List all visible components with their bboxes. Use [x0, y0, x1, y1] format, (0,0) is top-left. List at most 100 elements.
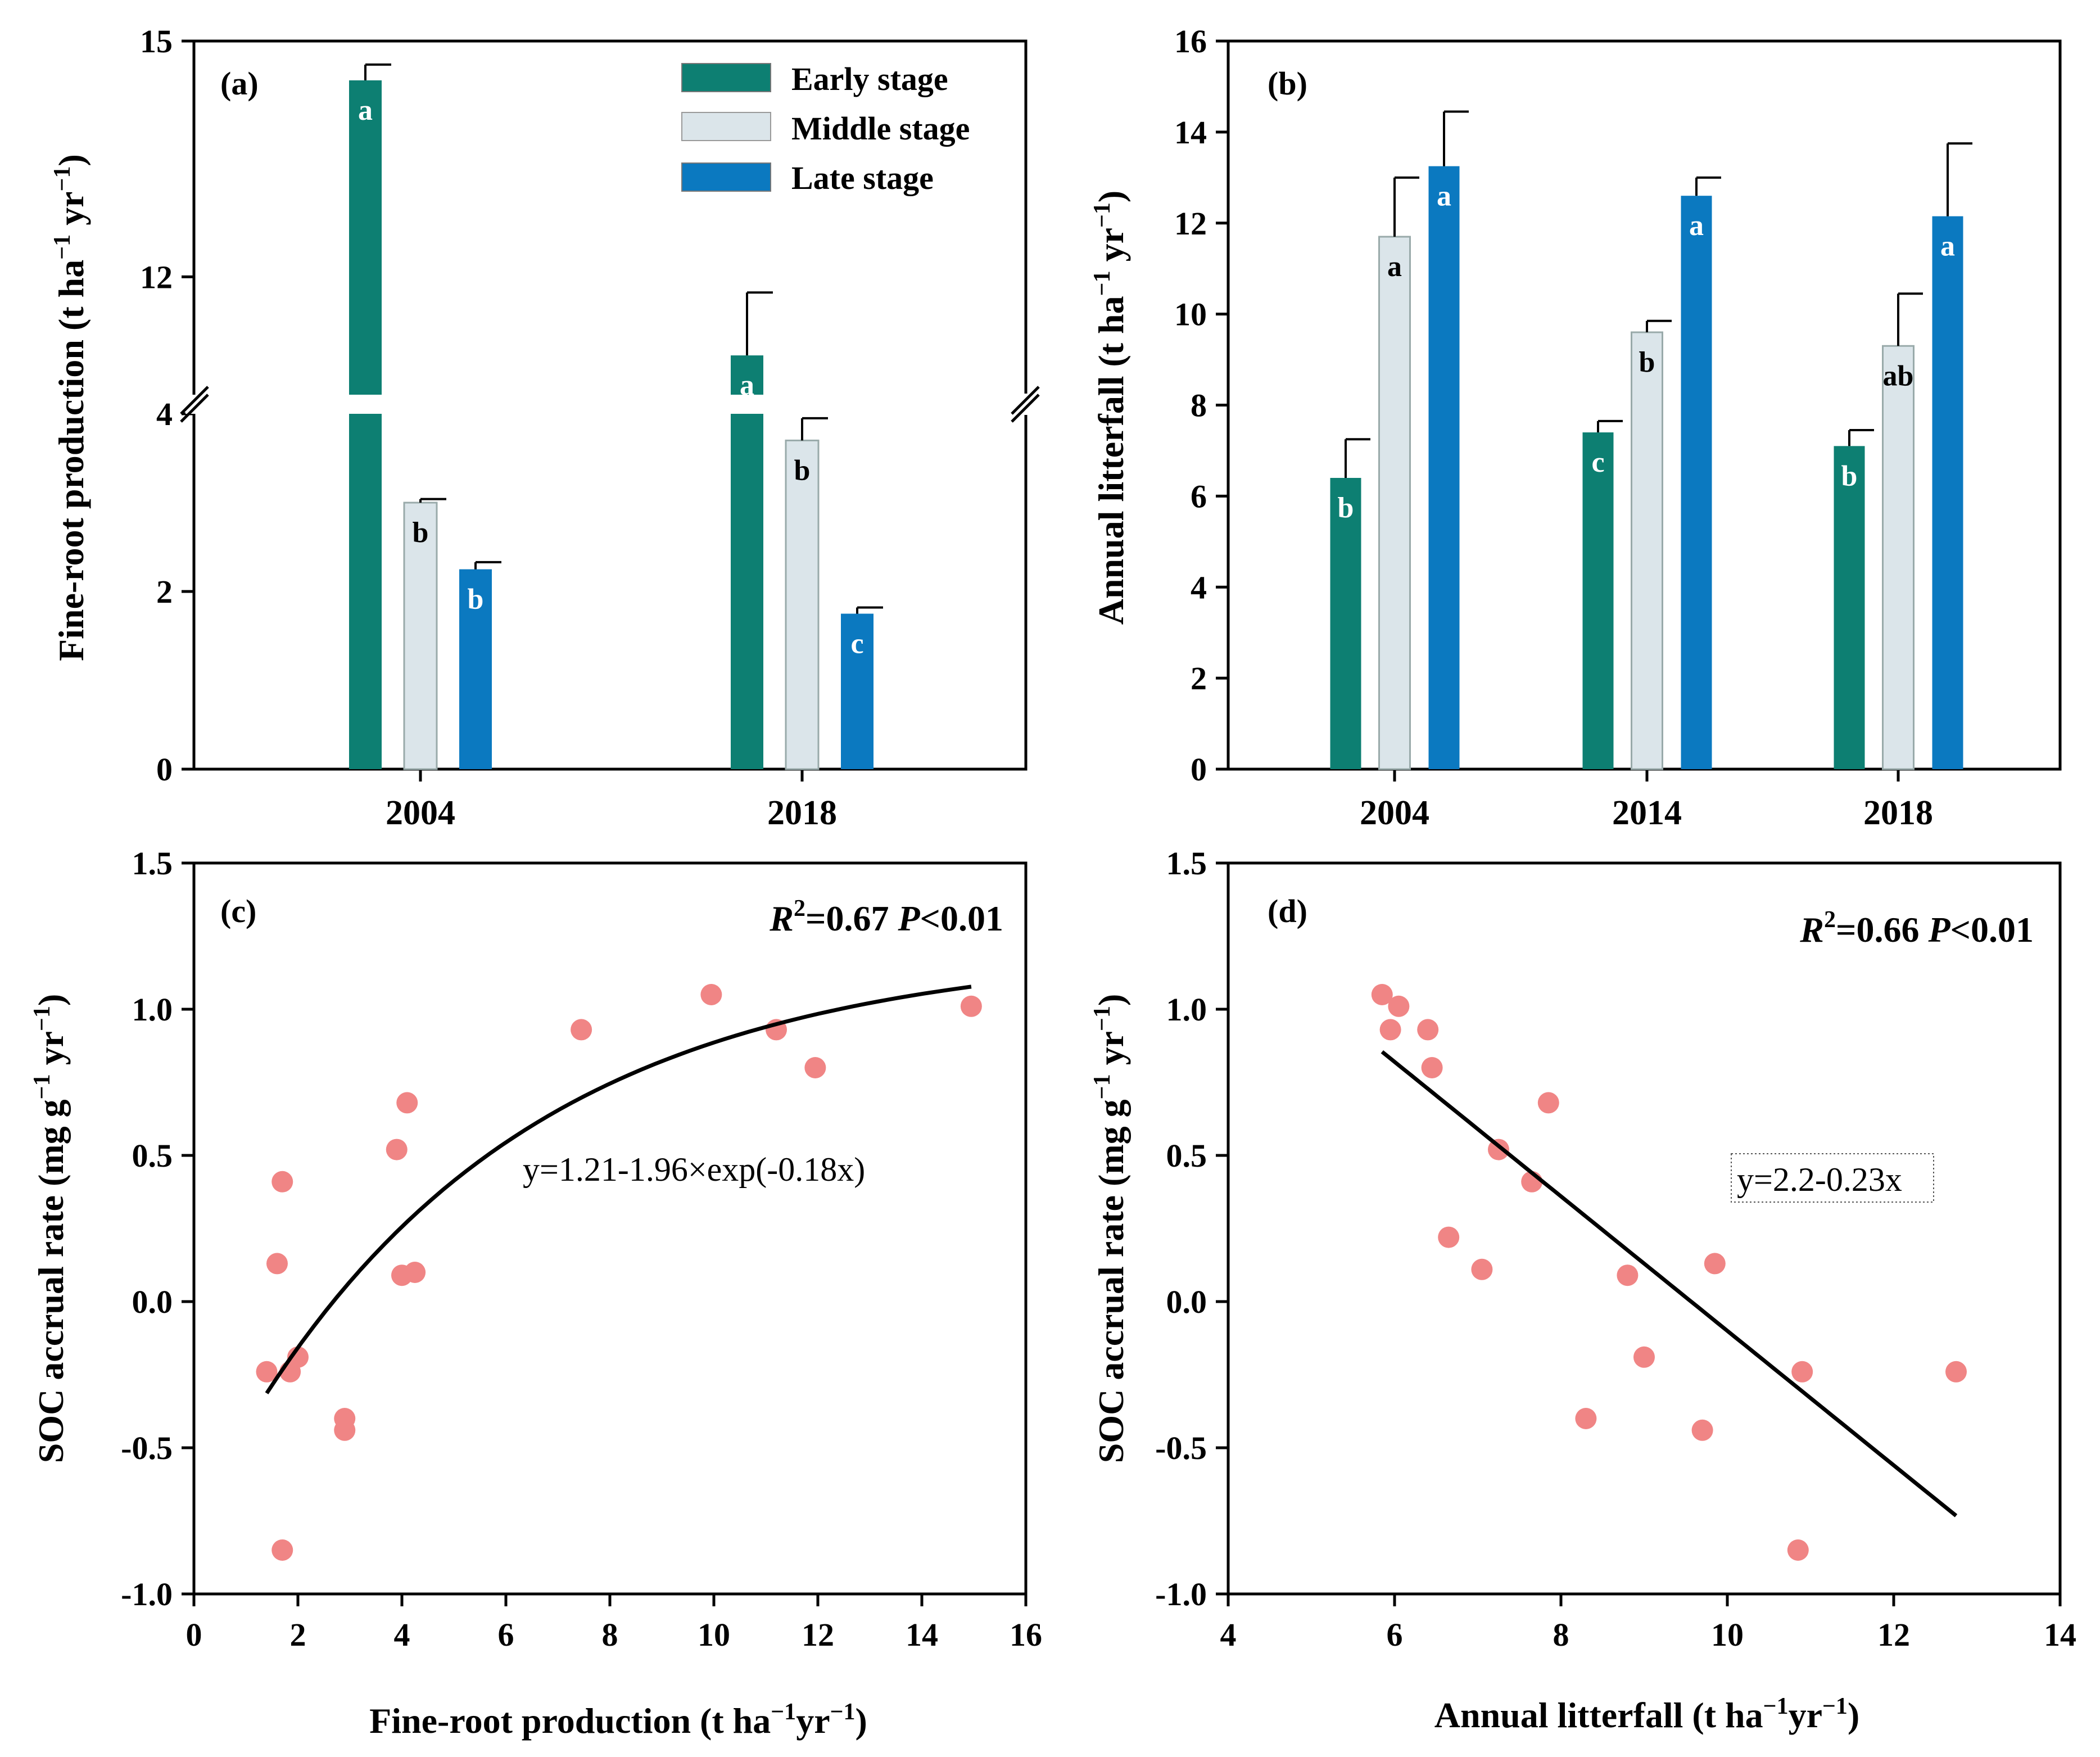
bar-late-2004: [459, 569, 492, 769]
y-tick-label: 2: [156, 573, 173, 610]
panel-d-tag: (d): [1268, 893, 1307, 929]
significance-letter-middle-2018: b: [794, 454, 811, 486]
data-point-10: [1537, 1092, 1559, 1114]
x-category-label: 2018: [767, 794, 837, 832]
y-tick-label: 0: [156, 751, 173, 788]
legend: Early stage Middle stage Late stage: [681, 61, 970, 196]
break-mark-right-2: [1011, 394, 1040, 423]
data-point-12: [1617, 1264, 1639, 1286]
data-point-4: [271, 1539, 293, 1561]
panel-c-tag: (c): [220, 893, 256, 929]
y-tick-label: -0.5: [121, 1430, 173, 1466]
x-category-label: 2018: [1863, 794, 1933, 832]
legend-swatch-middle: [681, 112, 771, 141]
x-tick-label: 0: [186, 1616, 202, 1653]
data-point-7: [1471, 1258, 1493, 1280]
legend-swatch-late: [681, 162, 771, 192]
y-tick-label: 0.5: [1166, 1137, 1207, 1174]
data-point-11: [1575, 1408, 1597, 1429]
panel-c-axis-ticks: 0 2 4 6 8 10 12 14 16 -1.0 -0.5 0.0 0.5 1.0 1.5: [121, 845, 1042, 1653]
data-point-17: [1791, 1361, 1813, 1383]
significance-letter-early-2004: b: [1338, 492, 1354, 524]
y-tick-label: 1.5: [1166, 845, 1207, 882]
legend-item-middle: Middle stage: [681, 110, 970, 147]
y-tick-label: 0.5: [132, 1137, 173, 1174]
data-point-14: [1691, 1419, 1713, 1441]
bar-early-2004: [349, 80, 382, 769]
x-tick-label: 14: [906, 1616, 938, 1653]
significance-letter-middle-2004: b: [413, 517, 429, 549]
panel-b-axis-ticks: 0 2 4 6 8 10 12 14 16 2004 2014 2018: [1174, 23, 1933, 832]
panel-d-points: [1371, 984, 1967, 1561]
significance-letter-early-2014: c: [1591, 446, 1604, 478]
legend-item-late: Late stage: [681, 160, 934, 196]
data-point-8: [1488, 1139, 1509, 1160]
panel-c-fit-curve: [265, 984, 972, 1394]
panel-a-y-axis-title: Fine-root production (t ha−1 yr−1): [49, 154, 91, 661]
bar-middle-2018: [785, 439, 820, 770]
significance-letter-late-2004: a: [1437, 180, 1451, 213]
panel-d-y-axis-title: SOC accrual rate (mg g−1 yr−1): [1089, 994, 1131, 1464]
significance-letter-early-2004: a: [358, 94, 373, 127]
data-point-16: [804, 1057, 826, 1078]
bar-middle-2004: [1378, 236, 1411, 770]
x-tick-label: 6: [1387, 1616, 1403, 1653]
panel-c-r2-stat: R2=0.67 P<0.01: [769, 896, 1003, 938]
panel-c-equation: y=1.21-1.96×exp(-0.18x): [523, 1151, 865, 1188]
legend-label-early: Early stage: [791, 61, 948, 97]
x-tick-label: 10: [1711, 1616, 1744, 1653]
legend-swatch-early: [681, 63, 771, 92]
bar-late-2004: [1428, 166, 1460, 769]
break-mark-right-1: [1011, 386, 1040, 415]
panel-c-points: [256, 984, 982, 1561]
x-tick-label: 14: [2044, 1616, 2076, 1653]
break-mark-left-1: [180, 386, 209, 415]
x-tick-label: 4: [1220, 1616, 1237, 1653]
data-point-11: [396, 1092, 418, 1114]
significance-letter-middle-2014: b: [1639, 346, 1655, 378]
significance-letter-late-2014: a: [1689, 210, 1704, 242]
data-point-2: [1379, 1019, 1401, 1041]
y-tick-label: -1.0: [121, 1576, 173, 1613]
x-tick-label: 8: [1553, 1616, 1569, 1653]
significance-letter-early-2018: b: [1841, 460, 1858, 492]
panel-a-tag: (a): [220, 65, 259, 102]
data-point-2: [266, 1253, 288, 1275]
data-point-17: [960, 995, 982, 1017]
panel-b-tag: (b): [1268, 65, 1307, 102]
bar-late-2018: [841, 613, 874, 769]
y-tick-label: 14: [1174, 114, 1207, 151]
bar-early-2018: [731, 355, 763, 769]
y-tick-label: 0: [1191, 751, 1207, 788]
panel-c-y-axis-title: SOC accrual rate (mg g−1 yr−1): [29, 994, 71, 1464]
y-tick-label: 10: [1174, 296, 1207, 333]
y-tick-label: 12: [140, 259, 173, 295]
data-point-14: [700, 984, 722, 1005]
panel-d-fit-line: [1381, 1050, 1958, 1517]
data-point-15: [1704, 1253, 1726, 1275]
data-point-13: [1633, 1346, 1655, 1368]
x-tick-label: 4: [394, 1616, 410, 1653]
significance-letter-late-2004: b: [468, 584, 484, 616]
y-tick-label: 12: [1174, 205, 1207, 242]
x-tick-label: 8: [602, 1616, 618, 1653]
bar-middle-2018: [1882, 345, 1915, 770]
y-tick-label: -1.0: [1155, 1576, 1207, 1613]
y-tick-label: 1.0: [1166, 991, 1207, 1028]
data-point-6: [1438, 1226, 1460, 1248]
legend-label-middle: Middle stage: [791, 110, 970, 147]
y-tick-label: 16: [1174, 23, 1207, 60]
data-point-9: [386, 1139, 408, 1160]
y-tick-label: 15: [140, 23, 173, 60]
data-point-3: [271, 1171, 293, 1193]
y-tick-label: 0.0: [1166, 1284, 1207, 1320]
data-point-4: [1417, 1019, 1439, 1041]
bar-early-2014: [1582, 432, 1614, 769]
panel-a-axis-ticks: 0 2 4 12 15 2004 2018: [140, 23, 837, 832]
x-tick-label: 16: [1010, 1616, 1042, 1653]
significance-letter-late-2018: a: [1940, 231, 1955, 263]
